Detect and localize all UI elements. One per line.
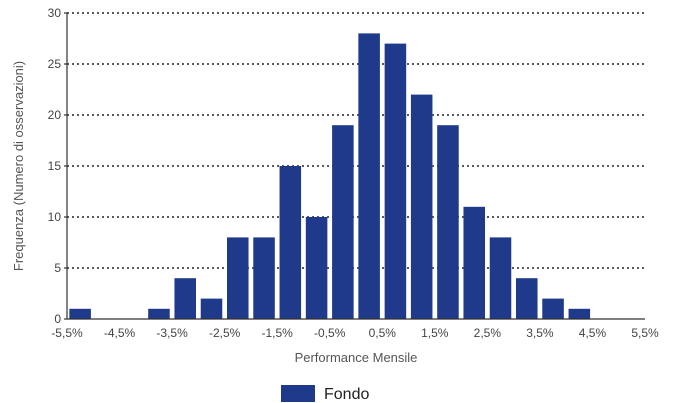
x-tick-label: -4,5%	[104, 326, 136, 340]
legend-swatch-fondo	[281, 385, 315, 402]
y-tick-label: 0	[54, 312, 61, 326]
legend: Fondo	[281, 385, 369, 403]
bar	[542, 298, 564, 319]
y-tick-label: 30	[48, 6, 62, 20]
x-tick-label: 5,5%	[631, 326, 659, 340]
x-tick-label: 0,5%	[369, 326, 397, 340]
bar	[174, 278, 196, 319]
bar	[200, 298, 223, 319]
y-tick-label: 20	[48, 108, 62, 122]
bar	[489, 237, 512, 319]
x-tick-label: -3,5%	[156, 326, 188, 340]
x-tick-label: -2,5%	[209, 326, 241, 340]
x-tick-label: 4,5%	[579, 326, 607, 340]
bar	[69, 308, 91, 319]
bar	[305, 217, 328, 319]
bar	[253, 237, 275, 319]
x-tick-label: -5,5%	[51, 326, 83, 340]
y-tick-label: 10	[48, 210, 62, 224]
y-axis-title: Frequenza (Numero di osservazioni)	[11, 61, 26, 271]
x-tick-labels: -5,5% -4,5% -3,5% -2,5% -1,5% -0,5% 0,5% 1,5% 2,…	[51, 326, 659, 340]
bars	[69, 33, 591, 320]
gridlines	[67, 12, 645, 269]
bar	[410, 94, 433, 319]
y-tick-label: 25	[48, 57, 62, 71]
bar	[437, 125, 459, 319]
x-tick-label: 2,5%	[474, 326, 502, 340]
bar	[148, 308, 170, 319]
bar	[332, 125, 354, 319]
x-tick-label: -0,5%	[314, 326, 346, 340]
y-tick-label: 5	[54, 261, 61, 275]
x-tick-label: 3,5%	[526, 326, 554, 340]
x-axis-title: Performance Mensile	[295, 350, 418, 365]
y-tick-labels: 0 5 10 15 20 25 30	[48, 6, 67, 326]
bar	[516, 278, 538, 319]
x-tick-label: 1,5%	[421, 326, 449, 340]
bar	[279, 166, 302, 319]
legend-label-fondo: Fondo	[324, 386, 369, 403]
bar	[227, 237, 249, 319]
bar	[568, 308, 591, 319]
bar	[358, 33, 380, 320]
bar	[463, 206, 485, 319]
bar	[384, 43, 407, 319]
y-tick-label: 15	[48, 159, 62, 173]
x-tick-label: -1,5%	[262, 326, 294, 340]
